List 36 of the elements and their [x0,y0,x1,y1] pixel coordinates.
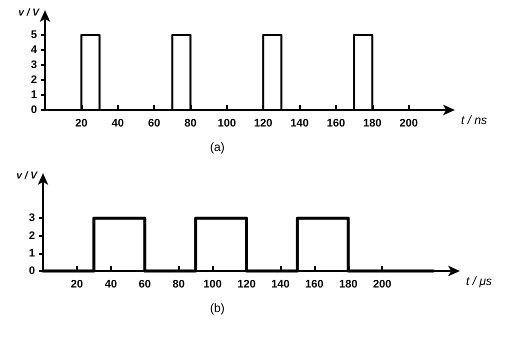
y-tick-label: 2 [28,230,35,242]
y-axis-title: v / V [16,170,38,182]
y-axis-title: v / V [18,8,40,18]
x-tick-label: 120 [254,118,272,130]
x-tick-label: 160 [326,118,346,130]
x-tick-label: 140 [271,278,290,290]
y-tick-label: 2 [30,74,37,86]
text: (a) [210,140,225,154]
y-tick-label: 0 [30,104,37,116]
x-tick-label: 80 [184,118,197,130]
x-tick-label: 180 [363,118,382,130]
x-tick-label: 40 [112,118,124,130]
y-tick-label: 4 [30,44,38,56]
x-tick-label: 200 [372,278,392,290]
x-tick-label: 200 [399,118,418,130]
x-tick-label: 20 [75,118,88,130]
x-tick-label: 160 [305,278,324,290]
y-tick-label: 1 [30,89,37,101]
x-tick-label: 20 [70,278,84,290]
x-tick-label: 100 [218,118,236,130]
x-tick-label: 180 [339,278,358,290]
y-tick-label: 1 [28,247,35,260]
x-tick-label: 140 [290,118,309,130]
x-tick-label: 60 [138,278,151,290]
y-tick-label: 3 [28,212,35,224]
x-axis-title: t / ns [461,113,488,127]
x-tick-label: 60 [148,118,160,130]
x-tick-label: 80 [172,278,185,290]
text: (b) [210,301,225,315]
y-tick-label: 5 [30,29,37,41]
x-tick-label: 100 [203,278,222,290]
y-tick-label: 0 [28,265,35,277]
x-tick-label: 40 [104,278,117,290]
x-tick-label: 120 [237,278,256,290]
y-tick-label: 3 [30,59,37,71]
x-axis-title: t / μs [466,274,492,288]
